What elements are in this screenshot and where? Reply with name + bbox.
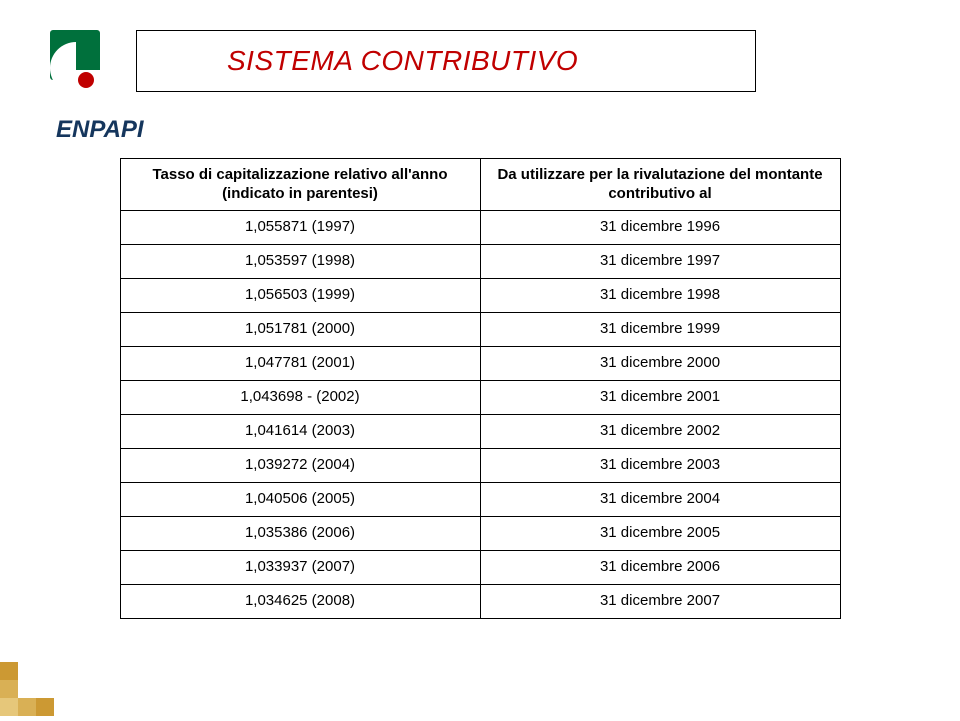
cell-date: 31 dicembre 1999 xyxy=(480,313,840,347)
cell-rate: 1,053597 (1998) xyxy=(120,245,480,279)
cell-rate: 1,039272 (2004) xyxy=(120,449,480,483)
org-logo xyxy=(50,30,118,98)
cell-date: 31 dicembre 2002 xyxy=(480,415,840,449)
cell-rate: 1,047781 (2001) xyxy=(120,347,480,381)
rates-table: Tasso di capitalizzazione relativo all'a… xyxy=(120,158,841,619)
cell-date: 31 dicembre 2005 xyxy=(480,517,840,551)
corner-icon xyxy=(0,626,90,716)
slide: SISTEMA CONTRIBUTIVO ENPAPI Tasso di cap… xyxy=(0,0,960,716)
cell-rate: 1,041614 (2003) xyxy=(120,415,480,449)
cell-date: 31 dicembre 2004 xyxy=(480,483,840,517)
table-row: 1,055871 (1997)31 dicembre 1996 xyxy=(120,211,840,245)
header-left: Tasso di capitalizzazione relativo all'a… xyxy=(120,159,480,211)
cell-rate: 1,035386 (2006) xyxy=(120,517,480,551)
table-row: 1,040506 (2005)31 dicembre 2004 xyxy=(120,483,840,517)
table-row: 1,035386 (2006)31 dicembre 2005 xyxy=(120,517,840,551)
cell-rate: 1,056503 (1999) xyxy=(120,279,480,313)
table-row: 1,041614 (2003)31 dicembre 2002 xyxy=(120,415,840,449)
cell-date: 31 dicembre 2001 xyxy=(480,381,840,415)
cell-date: 31 dicembre 2000 xyxy=(480,347,840,381)
cell-date: 31 dicembre 1996 xyxy=(480,211,840,245)
cell-rate: 1,040506 (2005) xyxy=(120,483,480,517)
table-row: 1,039272 (2004)31 dicembre 2003 xyxy=(120,449,840,483)
header-row: SISTEMA CONTRIBUTIVO xyxy=(50,30,910,98)
cell-rate: 1,055871 (1997) xyxy=(120,211,480,245)
cell-date: 31 dicembre 2007 xyxy=(480,585,840,619)
table-header-row: Tasso di capitalizzazione relativo all'a… xyxy=(120,159,840,211)
table-row: 1,034625 (2008)31 dicembre 2007 xyxy=(120,585,840,619)
cell-rate: 1,043698 - (2002) xyxy=(120,381,480,415)
table-row: 1,056503 (1999)31 dicembre 1998 xyxy=(120,279,840,313)
table-row: 1,043698 - (2002)31 dicembre 2001 xyxy=(120,381,840,415)
slide-title: SISTEMA CONTRIBUTIVO xyxy=(227,45,578,77)
logo-icon xyxy=(50,30,118,98)
cell-date: 31 dicembre 2006 xyxy=(480,551,840,585)
cell-rate: 1,033937 (2007) xyxy=(120,551,480,585)
cell-date: 31 dicembre 1997 xyxy=(480,245,840,279)
table-row: 1,053597 (1998)31 dicembre 1997 xyxy=(120,245,840,279)
cell-rate: 1,051781 (2000) xyxy=(120,313,480,347)
org-label: ENPAPI xyxy=(56,116,910,144)
table-row: 1,033937 (2007)31 dicembre 2006 xyxy=(120,551,840,585)
table-row: 1,047781 (2001)31 dicembre 2000 xyxy=(120,347,840,381)
title-box: SISTEMA CONTRIBUTIVO xyxy=(136,30,756,92)
cell-date: 31 dicembre 2003 xyxy=(480,449,840,483)
header-right: Da utilizzare per la rivalutazione del m… xyxy=(480,159,840,211)
table-body: 1,055871 (1997)31 dicembre 19961,053597 … xyxy=(120,211,840,619)
cell-date: 31 dicembre 1998 xyxy=(480,279,840,313)
cell-rate: 1,034625 (2008) xyxy=(120,585,480,619)
corner-decoration xyxy=(0,626,90,716)
table-container: Tasso di capitalizzazione relativo all'a… xyxy=(50,158,910,619)
table-row: 1,051781 (2000)31 dicembre 1999 xyxy=(120,313,840,347)
